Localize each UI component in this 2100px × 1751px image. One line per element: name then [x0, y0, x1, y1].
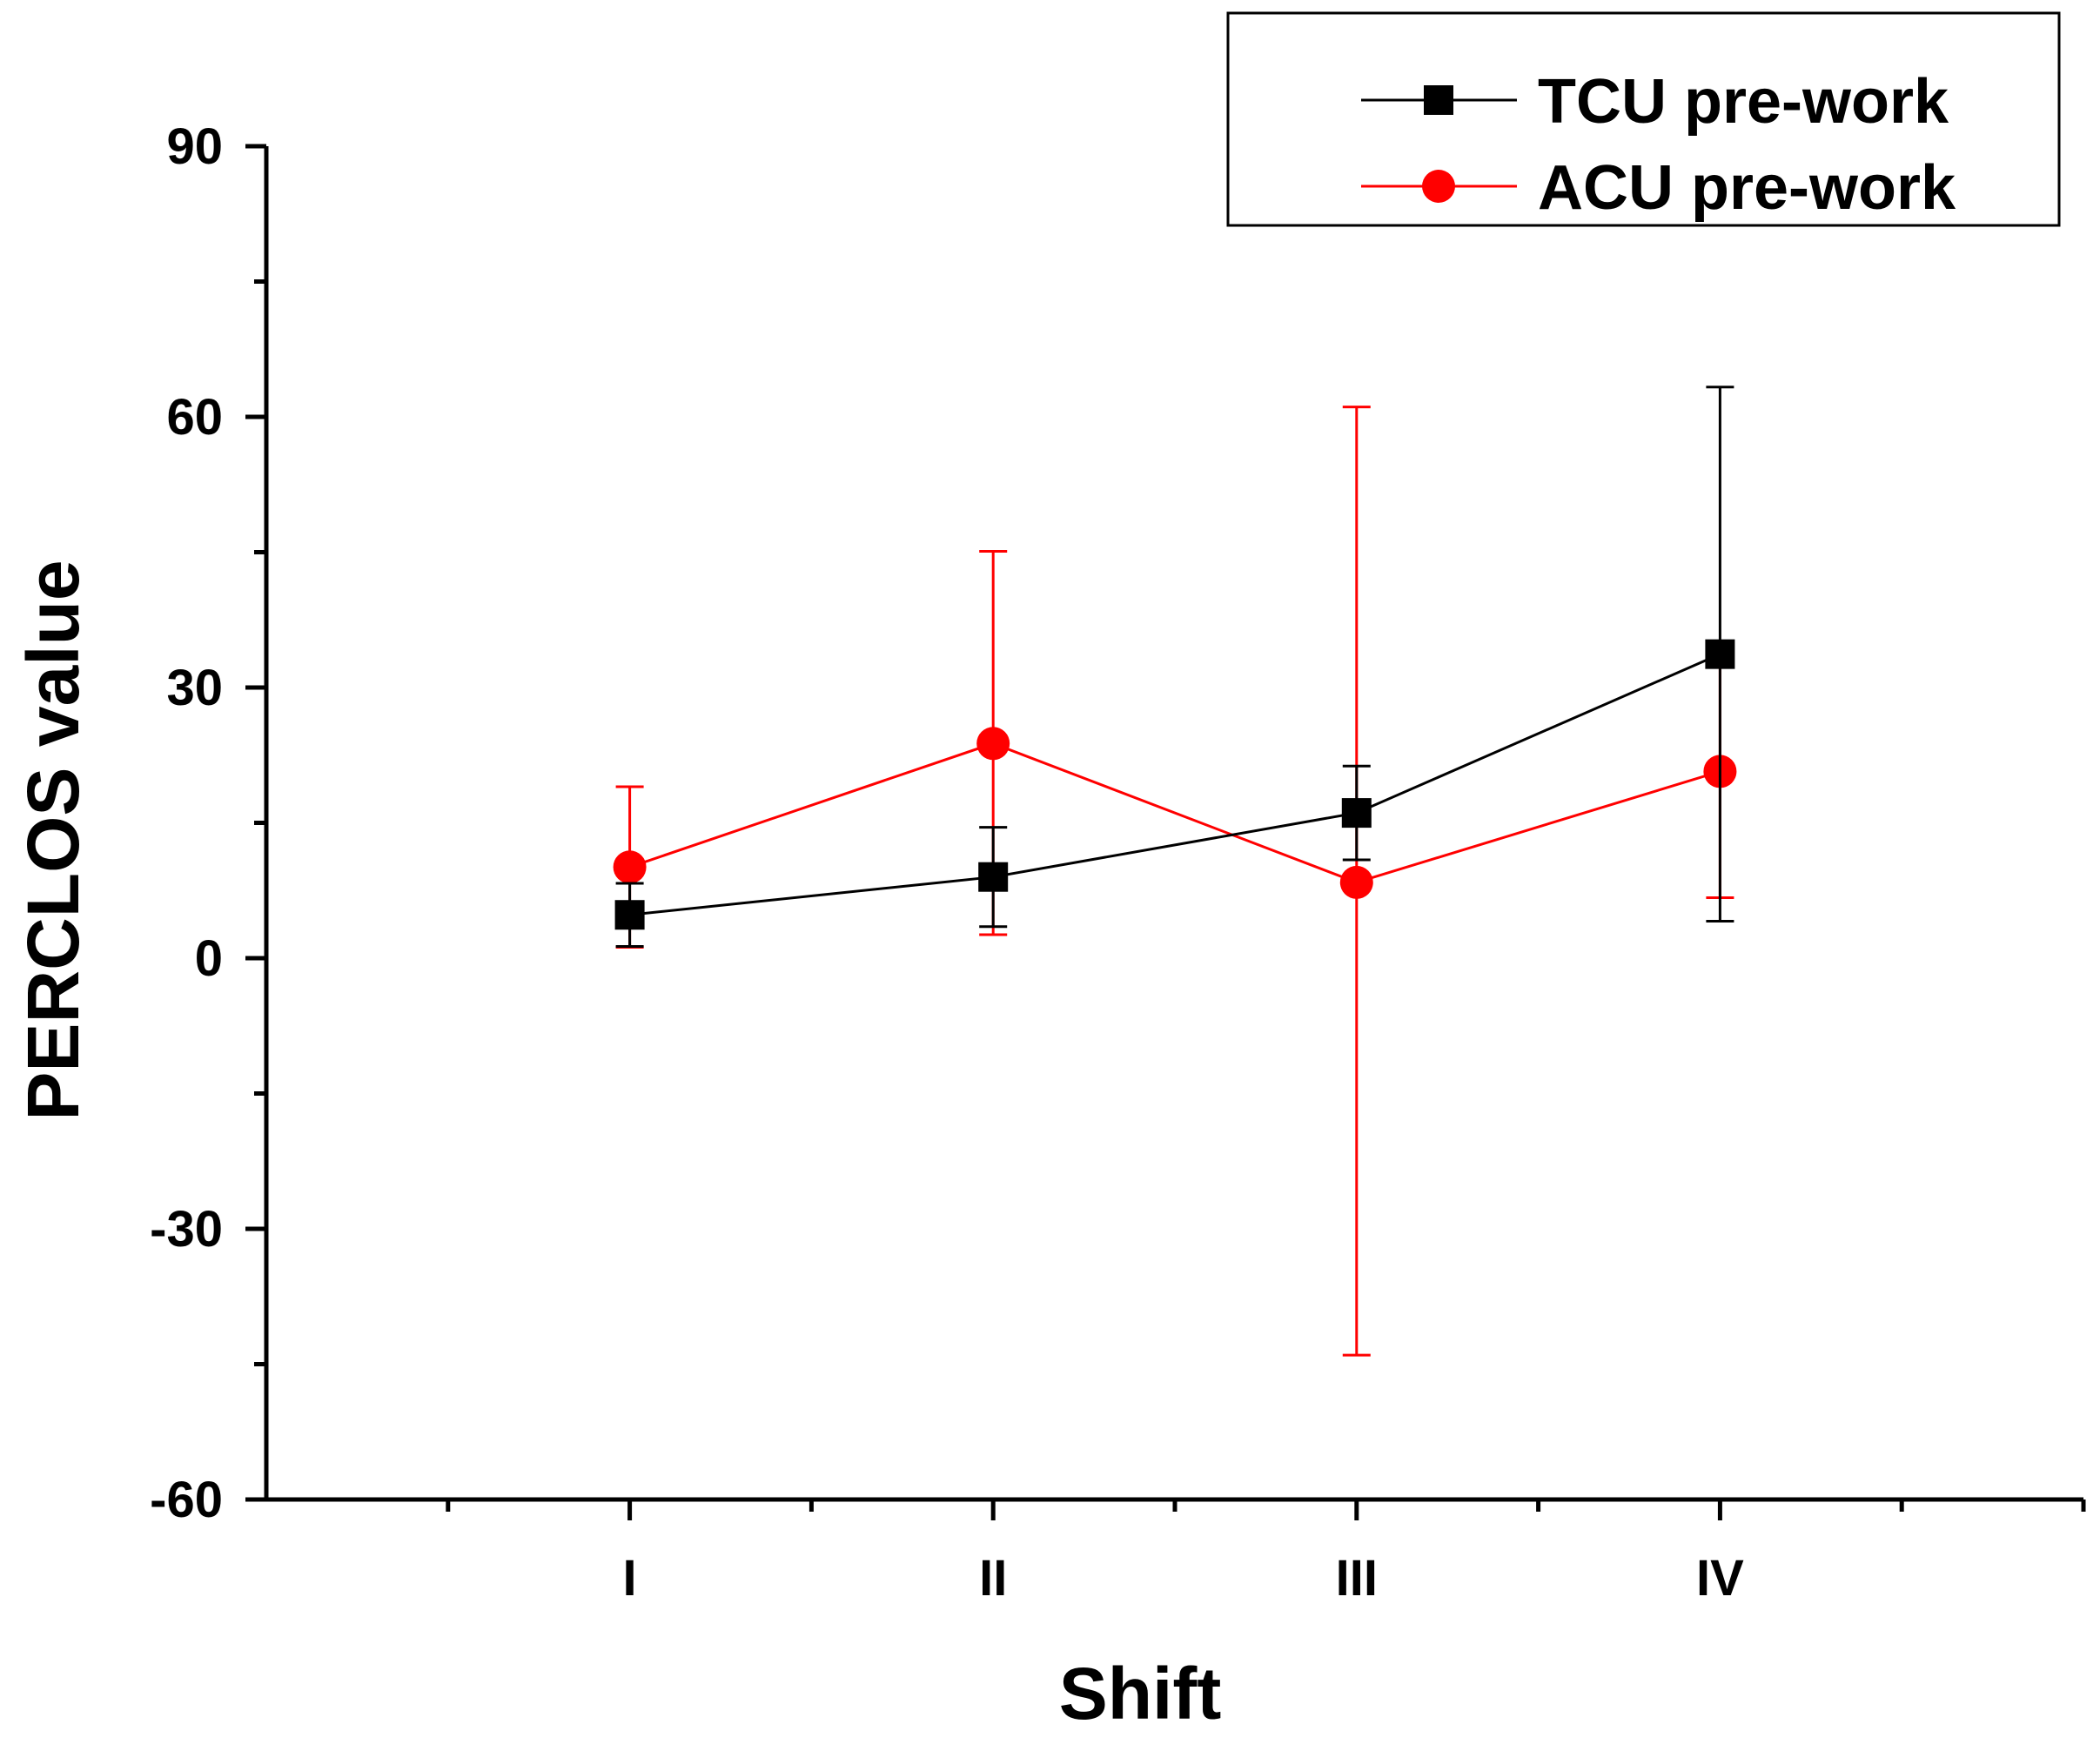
legend: TCU pre-work ACU pre-work — [1226, 11, 2061, 227]
y-tick-label: 60 — [166, 389, 223, 446]
x-tick-label: IV — [1696, 1550, 1744, 1607]
legend-marker-square — [1424, 85, 1453, 115]
x-tick-label: I — [623, 1550, 637, 1607]
series-tcu-pre-work — [614, 386, 1735, 949]
y-tick-label: 30 — [166, 660, 223, 716]
data-point — [614, 900, 645, 930]
y-axis-title: PERCLOS value — [12, 560, 94, 1120]
data-point — [978, 862, 1009, 892]
y-tick-label: -60 — [150, 1472, 223, 1528]
series-layer — [613, 386, 1737, 1357]
data-point — [1705, 639, 1735, 669]
legend-label: TCU pre-work — [1538, 67, 1949, 137]
data-point — [1339, 865, 1373, 899]
x-tick-label: II — [979, 1550, 1007, 1607]
x-tick-label: III — [1336, 1550, 1378, 1607]
data-point — [976, 727, 1010, 761]
data-point — [1341, 798, 1372, 829]
legend-item: ACU pre-work — [1361, 153, 1956, 223]
series-line — [629, 741, 1721, 884]
data-point — [613, 850, 647, 884]
legend-marker-circle — [1422, 170, 1455, 203]
x-axis-title: Shift — [1059, 1653, 1222, 1734]
legend-box — [1226, 11, 2061, 227]
series-acu-pre-work — [613, 406, 1737, 1357]
y-tick-label: 0 — [195, 930, 223, 987]
series-line — [629, 653, 1721, 916]
legend-item: TCU pre-work — [1361, 67, 1949, 137]
legend-label: ACU pre-work — [1538, 153, 1956, 223]
y-tick-label: 90 — [166, 118, 223, 175]
y-tick-label: -30 — [150, 1201, 223, 1258]
